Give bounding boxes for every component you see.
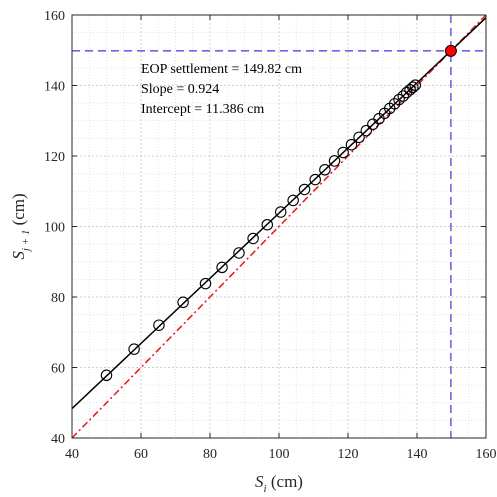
data-point xyxy=(337,146,349,159)
x-axis-title: Si (cm) xyxy=(255,472,303,495)
x-tick-label: 140 xyxy=(407,447,428,462)
lines-layer xyxy=(71,14,487,439)
y-tick-label: 80 xyxy=(51,291,65,306)
y-tick-label: 160 xyxy=(44,9,65,24)
y-tick-label: 40 xyxy=(51,432,65,447)
data-point xyxy=(100,369,113,382)
y-axis-title-symbol: S xyxy=(9,251,28,260)
plot-area xyxy=(71,14,487,439)
data-point xyxy=(407,81,419,94)
fit-line xyxy=(71,17,487,410)
y-tick-label: 60 xyxy=(51,362,65,377)
y-tick-label: 120 xyxy=(44,150,65,165)
data-point xyxy=(274,206,287,218)
data-point xyxy=(388,98,401,110)
data-point xyxy=(298,183,311,196)
y-axis-title-subscript: j + 1 xyxy=(20,230,32,253)
y-tick-labels: 40 60 80 100 120 140 160 xyxy=(44,9,65,447)
data-point xyxy=(287,194,299,207)
x-tick-label: 120 xyxy=(338,447,359,462)
axis-ticks xyxy=(71,14,487,439)
data-points xyxy=(100,44,457,382)
data-point xyxy=(309,173,321,186)
x-axis-title-subscript: i xyxy=(264,483,267,495)
annotations: EOP settlement = 149.82 cm Slope = 0.924… xyxy=(141,62,302,117)
x-tick-label: 160 xyxy=(476,447,497,462)
x-axis-title-symbol: S xyxy=(255,472,264,491)
annotation-eop-settlement: EOP settlement = 149.82 cm xyxy=(141,62,302,77)
data-point xyxy=(409,79,422,91)
data-point xyxy=(199,277,212,290)
data-point xyxy=(216,261,228,274)
data-point xyxy=(247,232,259,245)
data-point xyxy=(128,343,140,355)
data-point xyxy=(177,296,189,309)
data-point xyxy=(328,155,341,167)
data-point xyxy=(353,131,365,144)
x-tick-label: 40 xyxy=(65,447,79,462)
x-axis-title-unit: (cm) xyxy=(267,472,303,491)
y-tick-label: 140 xyxy=(44,80,65,95)
data-point xyxy=(360,124,373,137)
x-tick-label: 60 xyxy=(134,447,148,462)
y-axis-title: Sj + 1 (cm) xyxy=(9,193,32,259)
annotation-slope: Slope = 0.924 xyxy=(141,82,219,97)
data-point xyxy=(393,93,405,106)
eop-point xyxy=(444,44,457,57)
data-point xyxy=(153,319,165,331)
data-point xyxy=(261,218,274,231)
y-axis-title-unit: (cm) xyxy=(9,193,28,229)
data-point xyxy=(397,90,409,102)
data-point xyxy=(319,163,331,176)
x-tick-labels: 40 60 80 100 120 140 160 xyxy=(65,447,497,462)
annotation-intercept: Intercept = 11.386 cm xyxy=(141,102,264,117)
data-point xyxy=(345,138,358,151)
x-tick-label: 100 xyxy=(269,447,290,462)
equality-line xyxy=(71,14,487,439)
y-tick-label: 100 xyxy=(44,221,65,236)
data-point xyxy=(233,247,245,259)
x-tick-label: 80 xyxy=(203,447,217,462)
